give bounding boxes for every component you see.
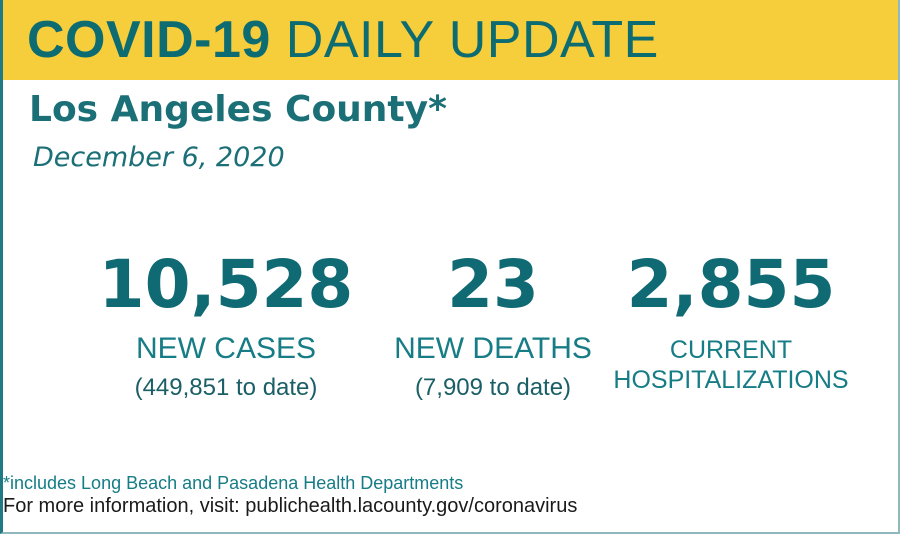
hospitalizations-number: 2,855	[626, 246, 836, 323]
new-cases-number: 10,528	[98, 246, 354, 323]
new-deaths-label: NEW DEATHS	[394, 332, 592, 365]
page-title: COVID-19 DAILY UPDATE	[27, 10, 659, 70]
new-cases-to-date: (449,851 to date)	[134, 374, 318, 401]
title-daily-update: DAILY UPDATE	[285, 11, 659, 69]
hospitalizations-label-current: CURRENT	[669, 336, 793, 364]
title-covid: COVID-19	[27, 11, 271, 69]
new-cases-label: NEW CASES	[135, 332, 317, 365]
more-info-text: For more information, visit: publichealt…	[3, 495, 578, 517]
new-deaths-to-date: (7,909 to date)	[414, 374, 572, 401]
hospitalizations-label: HOSPITALIZATIONS	[613, 366, 849, 394]
report-date: December 6, 2020	[33, 142, 285, 173]
title-banner: COVID-19 DAILY UPDATE	[3, 0, 898, 80]
new-deaths-number: 23	[447, 246, 539, 323]
footnote: *includes Long Beach and Pasadena Health…	[3, 473, 464, 493]
county-name: Los Angeles County*	[29, 89, 447, 130]
